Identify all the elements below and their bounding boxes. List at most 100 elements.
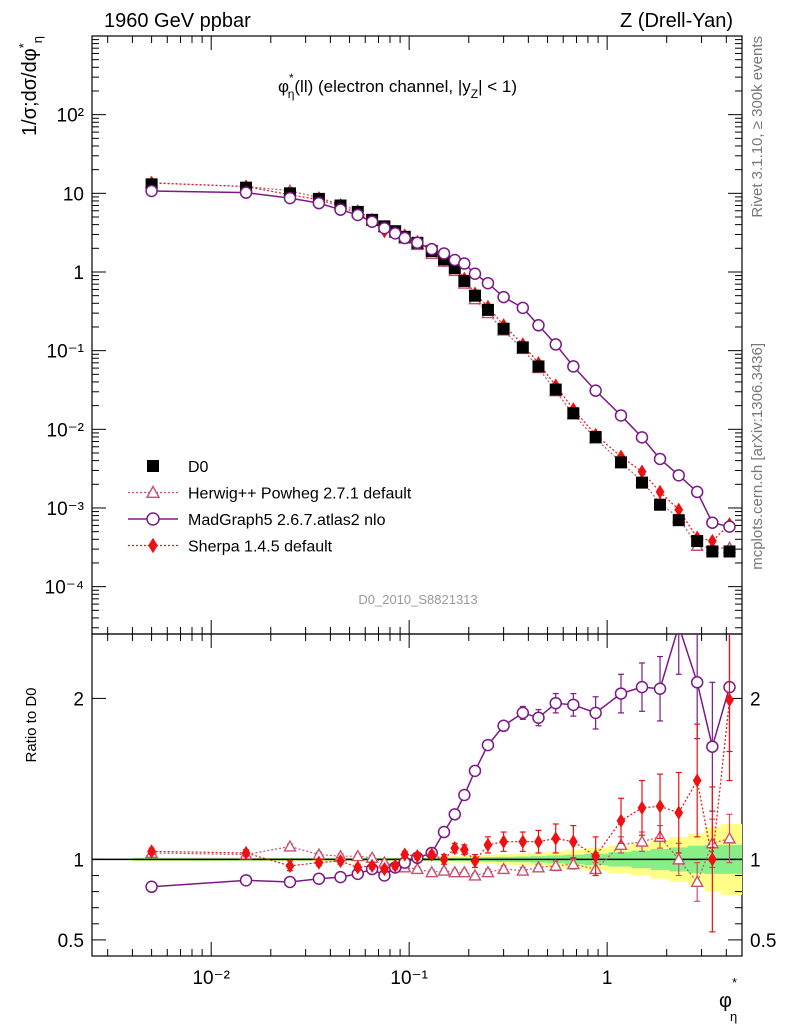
main-point (654, 498, 667, 511)
analysis-watermark: D0_2010_S8821313 (358, 592, 477, 607)
ratio-point (481, 865, 495, 878)
legend-label: Herwig++ Powheg 2.7.1 default (188, 486, 412, 503)
main-point (497, 322, 510, 335)
ratio-point (690, 874, 704, 888)
title-z: Z (471, 87, 478, 101)
mcplots-label: mcplots.cern.ch [arXiv:1306.3436] (749, 343, 766, 570)
main-point (283, 191, 297, 205)
main-point (672, 469, 685, 482)
ratio-point (336, 853, 345, 869)
ratio-point (516, 863, 530, 876)
ratio-point (672, 852, 686, 865)
ratio-point (312, 872, 326, 885)
ratio-y-tick-label: 2 (73, 689, 84, 710)
main-point (145, 184, 158, 198)
ratio-point (653, 682, 667, 695)
header-right: Z (Drell-Yan) (620, 10, 733, 32)
main-point (653, 452, 667, 466)
ratio-point (481, 738, 495, 752)
ratio-point (412, 849, 422, 864)
ratio-point (380, 861, 389, 877)
ratio-point (566, 857, 581, 870)
ratio-y-tick-label-right: 0.5 (750, 931, 776, 952)
main-point (312, 196, 326, 210)
main-point (532, 319, 545, 332)
ratio-point (549, 696, 562, 710)
ratio-point (468, 868, 482, 881)
main-point (437, 247, 451, 260)
legend: D0 Herwig++ Powheg 2.7.1 default MadGraph5… (128, 459, 412, 556)
legend-marker (148, 537, 158, 554)
ratio-point (437, 825, 451, 839)
ratio-point (549, 858, 563, 871)
ratio-point (496, 862, 511, 875)
main-point (516, 301, 530, 315)
main-point (549, 338, 562, 351)
legend-marker (147, 460, 159, 472)
ratio-y-tick-label: 1 (73, 850, 84, 871)
main-point (707, 533, 717, 549)
ratio-point (497, 719, 510, 733)
main-point (549, 383, 562, 396)
main-point (378, 221, 391, 235)
ratio-point (616, 813, 626, 828)
title-phi: φ (278, 77, 289, 96)
ratio-point (147, 844, 156, 859)
main-point (567, 360, 580, 373)
main-y-tick-label: 10² (57, 106, 84, 127)
main-panel: 10⁻⁴ 10⁻³ 10⁻² 10⁻¹ 1 10 10² (45, 35, 743, 635)
ratio-y-tick-label: 0.5 (58, 931, 84, 952)
ratio-point (450, 840, 460, 856)
title-rest: (ll) (electron channel, |y (294, 77, 471, 96)
ratio-point (725, 692, 734, 708)
xlabel-phi: φ (719, 990, 732, 1012)
main-y-tick-label: 10⁻³ (47, 499, 85, 520)
ratio-point (334, 870, 347, 884)
main-title: φ* η(ll) (electron channel, |yZ| < 1) (278, 71, 517, 101)
ratio-point (591, 849, 601, 864)
ratio-point (692, 773, 702, 788)
ratio-point (448, 808, 462, 821)
legend-label: D0 (188, 459, 209, 476)
ratio-point (635, 834, 649, 847)
main-point (458, 274, 471, 287)
ratio-point (499, 834, 509, 849)
ratio-series-2 (147, 634, 734, 933)
main-y-tick-label: 10⁻⁴ (45, 578, 84, 599)
main-point (635, 476, 648, 489)
ratio-y-tick-label-right: 2 (750, 689, 761, 710)
ratio-point (427, 847, 437, 862)
main-point (481, 276, 495, 290)
ratio-point (314, 855, 324, 870)
rivet-version-label: Rivet 3.1.10, ≥ 300k events (749, 36, 766, 218)
main-point (351, 208, 365, 222)
main-point (691, 535, 704, 548)
ratio-panel: 10⁻² 10⁻¹ 1 0.5 0.5 1 1 2 2 (58, 633, 776, 989)
ratio-point (390, 858, 400, 873)
ratio-point (448, 865, 462, 878)
main-point (723, 520, 736, 533)
ratio-point (457, 865, 472, 878)
main-ylabel-base: 1/σ;dσ/dφ (19, 48, 41, 136)
xlabel-star: * (732, 975, 737, 990)
ratio-point (531, 860, 546, 873)
ratio-point (568, 834, 578, 849)
ratio-point (239, 874, 253, 887)
main-point (516, 341, 529, 354)
ratio-point (400, 847, 410, 862)
ratio-point (637, 800, 647, 816)
main-ylabel-sub: η (30, 36, 45, 43)
main-point (468, 267, 482, 280)
ratio-point (655, 799, 665, 814)
main-point (690, 485, 704, 499)
main-point (398, 231, 412, 245)
main-point (239, 186, 253, 199)
main-point (614, 409, 628, 422)
main-point (468, 289, 481, 302)
main-point (334, 203, 347, 216)
main-point (497, 290, 510, 304)
ratio-point (459, 842, 469, 857)
ratio-point (551, 831, 561, 846)
main-markers-2 (145, 184, 736, 533)
